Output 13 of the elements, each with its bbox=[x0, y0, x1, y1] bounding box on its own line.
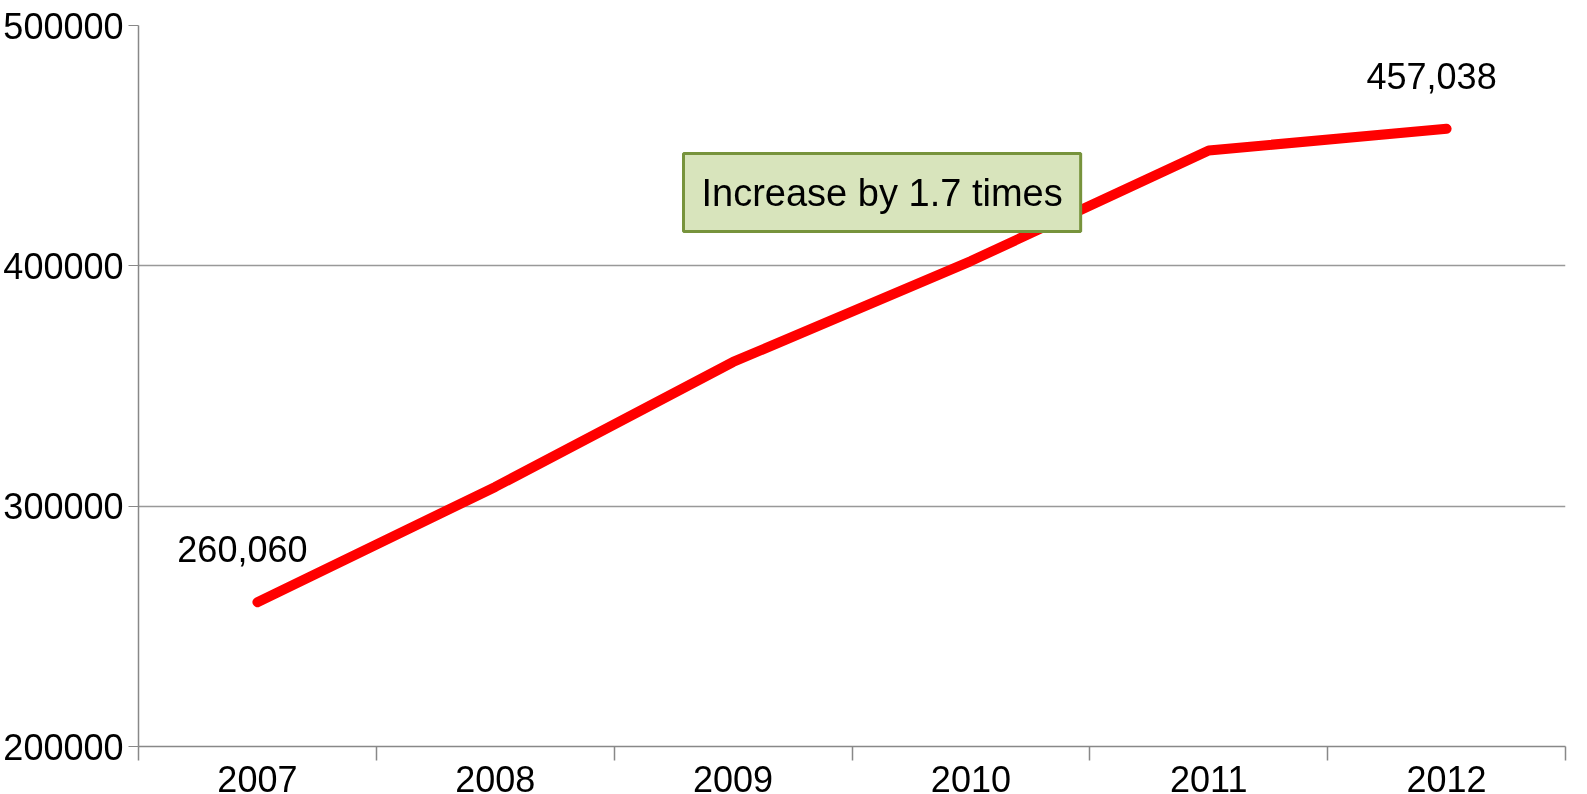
x-tick-label: 2009 bbox=[693, 758, 774, 794]
x-tick-label: 2012 bbox=[1406, 758, 1487, 794]
data-label: 457,038 bbox=[1366, 55, 1497, 97]
y-tick-label: 300000 bbox=[3, 486, 124, 528]
x-tick-label: 2007 bbox=[217, 758, 298, 794]
y-tick-label: 200000 bbox=[3, 726, 124, 768]
x-tick-label: 2010 bbox=[930, 758, 1011, 794]
y-tick-label: 500000 bbox=[3, 5, 124, 47]
x-tick-label: 2008 bbox=[455, 758, 536, 794]
data-label: 260,060 bbox=[177, 529, 308, 571]
x-tick-label: 2011 bbox=[1170, 758, 1248, 794]
annotation: Increase by 1.7 times bbox=[701, 171, 1063, 214]
y-tick-label: 400000 bbox=[3, 245, 124, 287]
